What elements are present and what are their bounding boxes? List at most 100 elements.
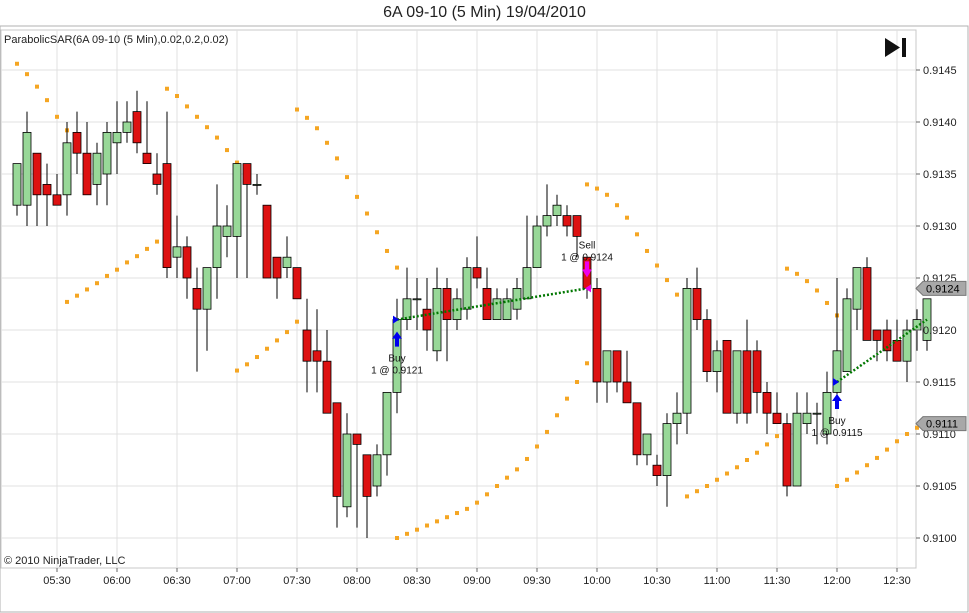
candle-down[interactable] bbox=[302, 298, 312, 393]
candle-down[interactable] bbox=[702, 309, 712, 382]
candle-up[interactable] bbox=[802, 392, 812, 434]
candle-down[interactable] bbox=[482, 267, 492, 320]
candle-down[interactable] bbox=[782, 413, 792, 497]
candle-down[interactable] bbox=[692, 267, 702, 330]
candle-down[interactable] bbox=[762, 382, 772, 434]
candle-down[interactable] bbox=[352, 433, 362, 528]
candle-down[interactable] bbox=[132, 90, 142, 154]
sar-dot bbox=[505, 475, 509, 480]
candle-up[interactable] bbox=[112, 101, 122, 174]
candle-up[interactable] bbox=[252, 174, 262, 195]
candle-down[interactable] bbox=[742, 319, 752, 424]
candles bbox=[12, 90, 932, 538]
candle-up[interactable] bbox=[102, 122, 112, 206]
sar-dot bbox=[395, 265, 399, 270]
candle-up[interactable] bbox=[402, 267, 412, 330]
sar-dot bbox=[35, 84, 39, 89]
scroll-to-end-icon[interactable] bbox=[885, 38, 906, 57]
candle-up[interactable] bbox=[712, 340, 722, 393]
candle-down[interactable] bbox=[612, 350, 622, 393]
sar-dot bbox=[245, 362, 249, 367]
candle-up[interactable] bbox=[282, 236, 292, 278]
sar-dot bbox=[795, 271, 799, 276]
candle-down[interactable] bbox=[272, 256, 282, 299]
candle-up[interactable] bbox=[502, 288, 512, 320]
candle-up[interactable] bbox=[602, 350, 612, 403]
candle-down[interactable] bbox=[772, 392, 782, 425]
sar-dot bbox=[665, 278, 669, 283]
candle-up[interactable] bbox=[682, 278, 692, 434]
candle-up[interactable] bbox=[662, 413, 672, 507]
candle-up[interactable] bbox=[342, 413, 352, 518]
candle-down[interactable] bbox=[192, 267, 202, 372]
candle-down[interactable] bbox=[562, 205, 572, 237]
candle-up[interactable] bbox=[842, 288, 852, 372]
candle-down[interactable] bbox=[422, 278, 432, 351]
candle-up[interactable] bbox=[852, 267, 862, 330]
candle-down[interactable] bbox=[862, 257, 872, 341]
candle-up[interactable] bbox=[462, 257, 472, 320]
candle-down[interactable] bbox=[882, 319, 892, 362]
candle-up[interactable] bbox=[922, 298, 932, 351]
candle-up[interactable] bbox=[122, 101, 132, 143]
candle-down[interactable] bbox=[242, 163, 252, 278]
candle-up[interactable] bbox=[542, 184, 552, 237]
candle-down[interactable] bbox=[472, 236, 482, 289]
candle-down[interactable] bbox=[72, 111, 82, 174]
candle-down[interactable] bbox=[152, 153, 162, 195]
sar-dot bbox=[165, 86, 169, 91]
candle-up[interactable] bbox=[672, 392, 682, 445]
candle-down[interactable] bbox=[182, 236, 192, 299]
candle-down[interactable] bbox=[752, 340, 762, 414]
candle-up[interactable] bbox=[22, 111, 32, 226]
candle-down[interactable] bbox=[32, 152, 42, 226]
candle-down[interactable] bbox=[632, 402, 642, 466]
candle-up[interactable] bbox=[432, 267, 442, 362]
candle-up[interactable] bbox=[812, 402, 822, 445]
candle-up[interactable] bbox=[792, 392, 802, 487]
candle-down[interactable] bbox=[722, 339, 732, 414]
candle-up[interactable] bbox=[62, 122, 72, 216]
candle-down[interactable] bbox=[322, 330, 332, 414]
candle-up[interactable] bbox=[212, 184, 222, 299]
candle-down[interactable] bbox=[442, 278, 452, 362]
candle-up[interactable] bbox=[92, 142, 102, 206]
candle-up[interactable] bbox=[222, 205, 232, 258]
candle-down[interactable] bbox=[52, 174, 62, 206]
candle-down[interactable] bbox=[262, 204, 272, 279]
candle-down[interactable] bbox=[622, 350, 632, 404]
candle-down[interactable] bbox=[142, 101, 152, 164]
candle-up[interactable] bbox=[522, 215, 532, 300]
candle-up[interactable] bbox=[372, 444, 382, 497]
y-tick-label: 0.9105 bbox=[923, 481, 957, 493]
candle-down[interactable] bbox=[312, 309, 322, 393]
candle-up[interactable] bbox=[822, 371, 832, 445]
candle-down[interactable] bbox=[592, 278, 602, 403]
candle-down[interactable] bbox=[572, 215, 582, 258]
candle-up[interactable] bbox=[642, 433, 652, 466]
candle-down[interactable] bbox=[162, 111, 172, 278]
candle-up[interactable] bbox=[172, 215, 182, 278]
candle-down[interactable] bbox=[82, 122, 92, 196]
candle-up[interactable] bbox=[902, 319, 912, 382]
candle-down[interactable] bbox=[42, 163, 52, 226]
y-tick-label: 0.9140 bbox=[923, 117, 957, 129]
candle-down[interactable] bbox=[332, 402, 342, 528]
candle-down[interactable] bbox=[872, 329, 882, 362]
candle-up[interactable] bbox=[12, 163, 22, 216]
candle-down[interactable] bbox=[652, 454, 662, 486]
candle-up[interactable] bbox=[232, 163, 242, 278]
candle-up[interactable] bbox=[532, 215, 542, 268]
candle-up[interactable] bbox=[382, 391, 392, 476]
candle-up[interactable] bbox=[732, 350, 742, 424]
candle-down[interactable] bbox=[292, 267, 302, 300]
candle-up[interactable] bbox=[552, 194, 562, 226]
candle-down[interactable] bbox=[362, 454, 372, 538]
sar-dot bbox=[835, 484, 839, 488]
candle-up[interactable] bbox=[202, 267, 212, 351]
candle-up[interactable] bbox=[412, 278, 422, 330]
